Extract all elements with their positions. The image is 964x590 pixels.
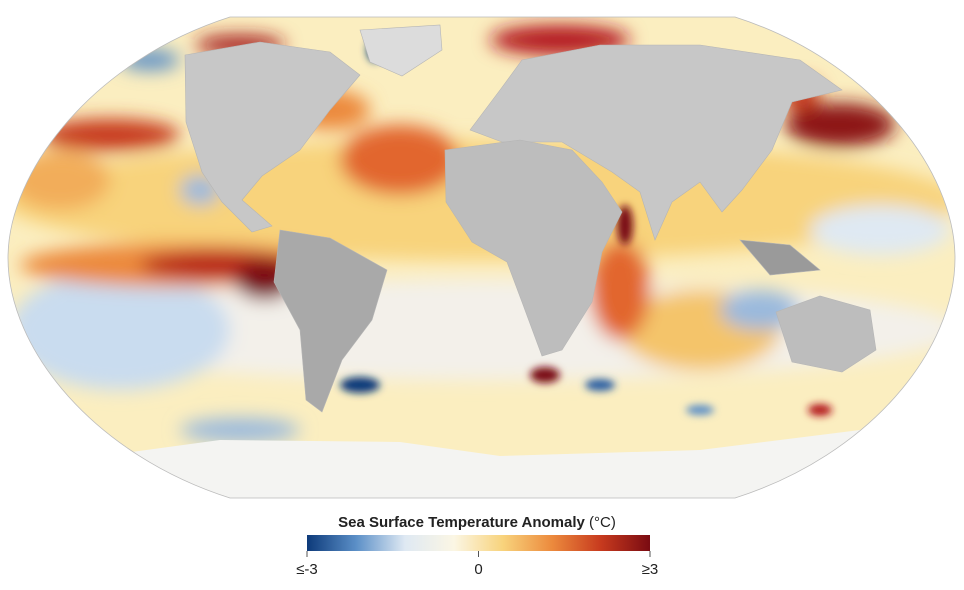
colorbar (307, 535, 650, 551)
legend-title-text: Sea Surface Temperature Anomaly (338, 514, 585, 531)
australia (775, 295, 877, 373)
maritime-asia (739, 239, 821, 276)
map-outline (7, 16, 956, 499)
north-america (184, 41, 361, 233)
antarctica (8, 430, 955, 498)
landmasses (8, 24, 955, 498)
south-america (273, 229, 388, 413)
colorbar-tick-label: 0 (474, 561, 482, 578)
anomaly-eddies (340, 38, 832, 416)
legend: Sea Surface Temperature Anomaly (°C) ≤-3… (296, 514, 658, 578)
africa (444, 139, 623, 357)
colorbar-tick-label: ≤-3 (296, 561, 318, 578)
legend-unit: (°C) (589, 514, 616, 531)
legend-title: Sea Surface Temperature Anomaly (°C) (338, 514, 616, 531)
colorbar-tick-label: ≥3 (642, 561, 659, 578)
eurasia (469, 44, 843, 241)
greenland (359, 24, 443, 77)
map (8, 17, 955, 498)
